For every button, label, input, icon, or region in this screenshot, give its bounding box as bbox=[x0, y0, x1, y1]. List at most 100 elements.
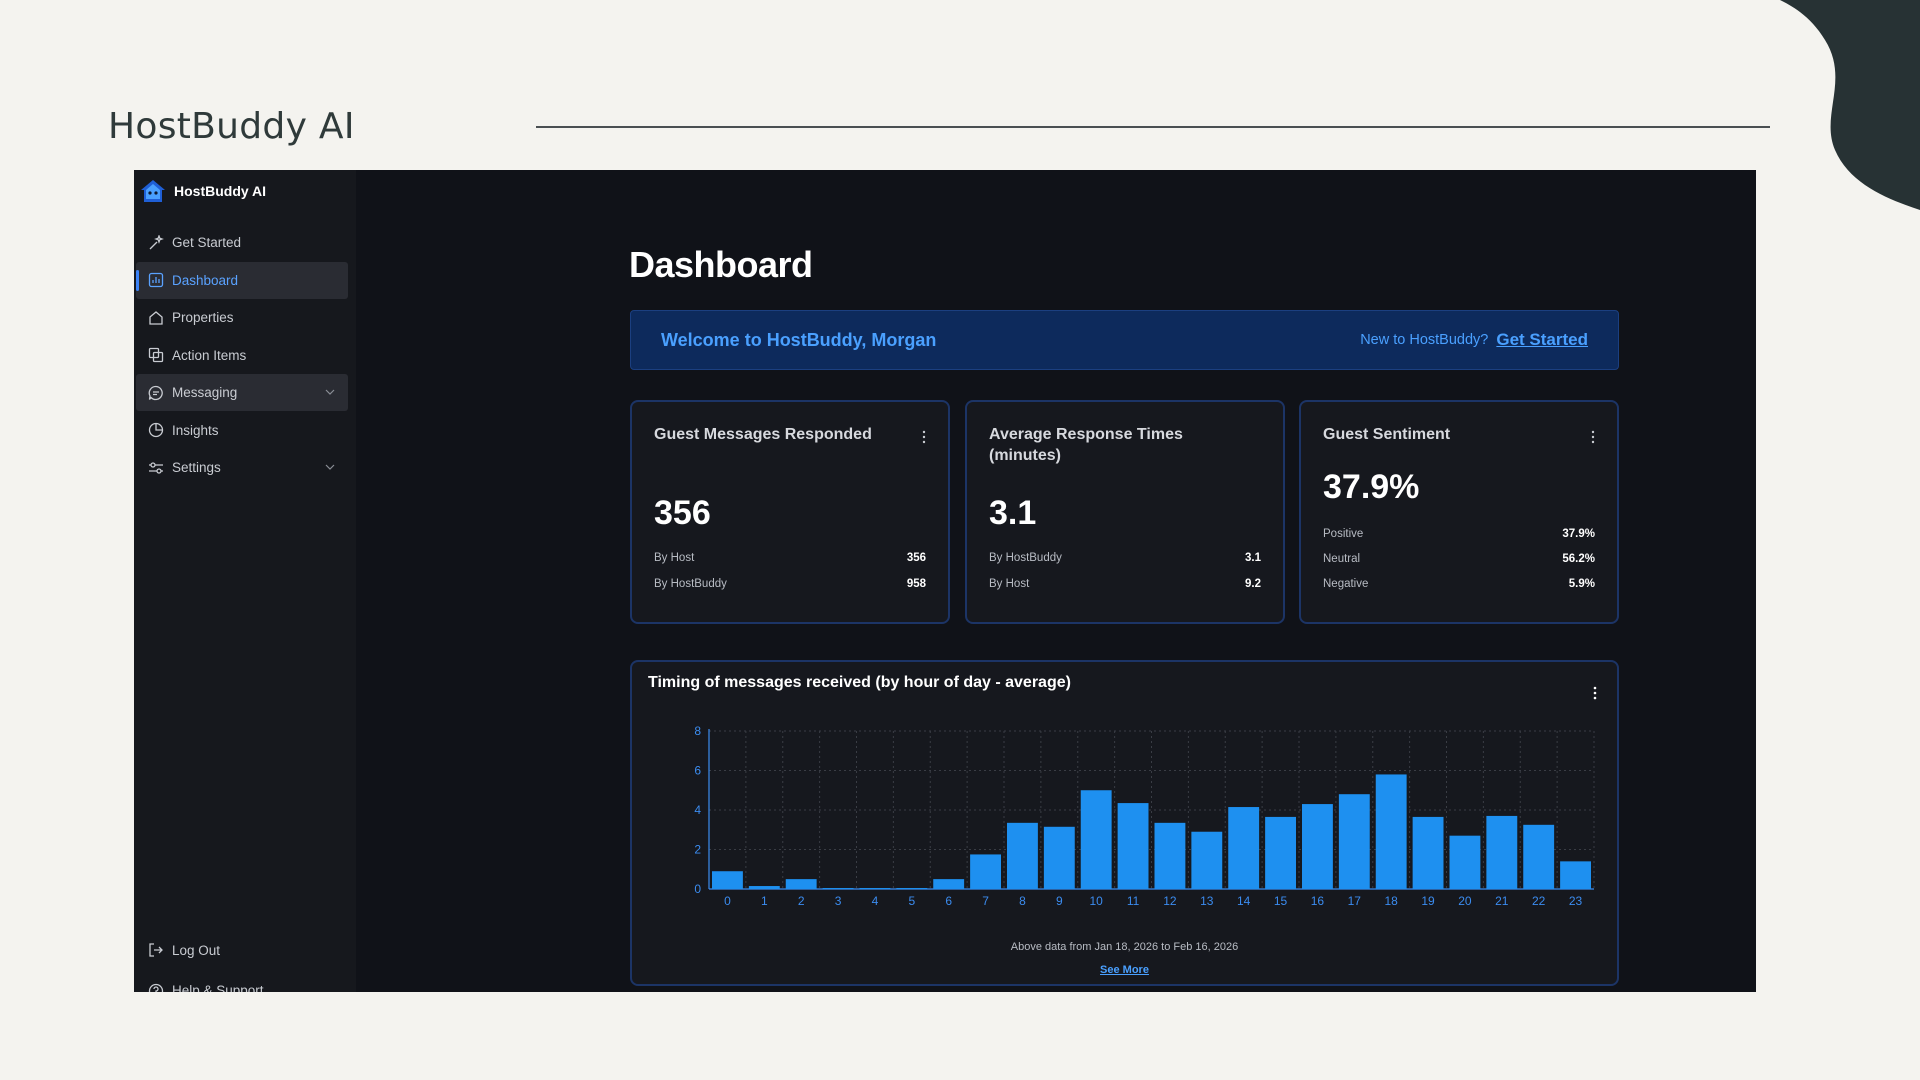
sidebar-item-label: Log Out bbox=[172, 942, 221, 958]
stat-label: Positive bbox=[1323, 528, 1364, 540]
hostbuddy-logo-icon bbox=[141, 180, 165, 202]
guest-sentiment-card: Guest Sentiment 37.9% Positive 37.9% Neu… bbox=[1299, 400, 1619, 624]
stat-row: Neutral 56.2% bbox=[1323, 553, 1595, 565]
stat-row: By Host 9.2 bbox=[989, 578, 1261, 590]
stat-value: 3.1 bbox=[1245, 552, 1261, 564]
stat-row: By HostBuddy 3.1 bbox=[989, 552, 1261, 564]
sidebar-item-label: Messaging bbox=[172, 385, 238, 400]
stat-value: 9.2 bbox=[1245, 578, 1261, 590]
x-tick-label: 0 bbox=[724, 894, 731, 908]
y-tick-label: 2 bbox=[694, 843, 701, 857]
bar bbox=[1338, 794, 1370, 889]
stat-row: By Host 356 bbox=[654, 552, 926, 564]
sidebar-item-settings[interactable]: Settings bbox=[136, 449, 348, 486]
sidebar-item-action-items[interactable]: Action Items bbox=[136, 337, 348, 374]
y-tick-label: 6 bbox=[694, 764, 701, 778]
guest-messages-card: Guest Messages Responded 356 By Host 356… bbox=[630, 400, 950, 624]
welcome-question: New to HostBuddy? bbox=[1360, 332, 1489, 348]
sidebar-nav: Get Started Dashboard Properties Action … bbox=[136, 224, 348, 487]
slide-divider bbox=[536, 126, 1770, 128]
bar bbox=[822, 888, 854, 889]
bar bbox=[970, 854, 1001, 889]
brand-name: HostBuddy AI bbox=[174, 183, 267, 199]
stat-value: 5.9% bbox=[1568, 578, 1595, 590]
message-icon bbox=[148, 385, 164, 401]
y-tick-label: 8 bbox=[694, 724, 701, 738]
bar bbox=[712, 871, 743, 889]
sidebar-item-label: Action Items bbox=[172, 347, 247, 363]
x-tick-label: 11 bbox=[1127, 894, 1140, 908]
welcome-text: Welcome to HostBuddy, Morgan bbox=[661, 329, 937, 350]
x-tick-label: 20 bbox=[1458, 894, 1472, 908]
logout-icon bbox=[148, 942, 164, 958]
home-icon bbox=[148, 310, 164, 326]
stat-row: Positive 37.9% bbox=[1323, 528, 1595, 540]
chevron-down-icon[interactable] bbox=[324, 386, 336, 398]
y-tick-label: 0 bbox=[694, 882, 701, 896]
response-times-card: Average Response Times (minutes) 3.1 By … bbox=[965, 400, 1285, 624]
brand[interactable]: HostBuddy AI bbox=[140, 178, 266, 204]
stat-value: 958 bbox=[906, 578, 926, 590]
dashboard-icon bbox=[148, 272, 164, 288]
x-tick-label: 12 bbox=[1163, 894, 1177, 908]
x-tick-label: 7 bbox=[982, 894, 989, 908]
stat-label: By Host bbox=[654, 552, 695, 564]
x-tick-label: 13 bbox=[1200, 894, 1214, 908]
sidebar-item-get-started[interactable]: Get Started bbox=[136, 224, 348, 261]
bar bbox=[1523, 824, 1555, 889]
bar bbox=[1043, 826, 1075, 889]
sidebar-item-dashboard[interactable]: Dashboard bbox=[136, 261, 348, 299]
sidebar-item-label: Get Started bbox=[172, 235, 242, 250]
bar bbox=[1375, 774, 1407, 889]
stat-label: Negative bbox=[1323, 578, 1369, 590]
sidebar: HostBuddy AI Get Started Dashboard Prope… bbox=[134, 170, 356, 992]
bar bbox=[1080, 790, 1112, 889]
sidebar-item-help-support[interactable]: Help & Support bbox=[136, 971, 348, 992]
more-menu-icon[interactable] bbox=[1591, 430, 1595, 444]
x-tick-label: 19 bbox=[1421, 894, 1435, 908]
decorative-corner-shape bbox=[1780, 0, 1920, 210]
card-title: Guest Messages Responded bbox=[654, 426, 872, 443]
x-tick-label: 22 bbox=[1532, 894, 1546, 908]
action-items-icon bbox=[148, 347, 164, 363]
x-tick-label: 9 bbox=[1056, 894, 1063, 908]
more-menu-icon[interactable] bbox=[922, 430, 926, 444]
x-tick-label: 2 bbox=[798, 894, 805, 908]
chart-date-range: Above data from Jan 18, 2026 to Feb 16, … bbox=[1010, 941, 1239, 953]
app-window: HostBuddy AI Get Started Dashboard Prope… bbox=[134, 170, 1756, 992]
slide-title: HostBuddy AI bbox=[108, 106, 355, 147]
x-tick-label: 14 bbox=[1237, 894, 1251, 908]
sidebar-item-label: Insights bbox=[172, 422, 219, 438]
sidebar-item-label: Settings bbox=[172, 460, 221, 475]
x-tick-label: 15 bbox=[1274, 894, 1288, 908]
welcome-banner: Welcome to HostBuddy, Morgan New to Host… bbox=[630, 310, 1619, 370]
more-menu-icon[interactable] bbox=[1593, 686, 1597, 700]
sidebar-item-insights[interactable]: Insights bbox=[136, 412, 348, 449]
card-title: Average Response Times (minutes) bbox=[989, 426, 1183, 464]
bar bbox=[1154, 822, 1186, 889]
stat-value: 56.2% bbox=[1562, 553, 1595, 565]
x-tick-label: 8 bbox=[1019, 894, 1026, 908]
sidebar-item-label: Dashboard bbox=[172, 272, 239, 288]
sidebar-item-label: Properties bbox=[172, 310, 234, 325]
bar bbox=[1191, 831, 1223, 889]
stat-label: By Host bbox=[989, 578, 1030, 590]
bar bbox=[1228, 807, 1260, 889]
sidebar-item-messaging[interactable]: Messaging bbox=[136, 374, 348, 411]
sparkle-icon bbox=[148, 234, 164, 251]
stat-row: By HostBuddy 958 bbox=[654, 578, 926, 590]
sidebar-item-log-out[interactable]: Log Out bbox=[136, 930, 348, 970]
sidebar-item-properties[interactable]: Properties bbox=[136, 299, 348, 336]
bar bbox=[1302, 804, 1333, 889]
card-title: Guest Sentiment bbox=[1323, 426, 1451, 443]
x-tick-label: 16 bbox=[1311, 894, 1325, 908]
chevron-down-icon[interactable] bbox=[324, 461, 336, 473]
x-tick-label: 1 bbox=[761, 894, 768, 908]
see-more-link[interactable]: See More bbox=[1100, 964, 1149, 976]
bar bbox=[785, 879, 817, 889]
stat-row: Negative 5.9% bbox=[1323, 578, 1595, 590]
bar bbox=[1412, 816, 1444, 889]
card-value: 3.1 bbox=[989, 494, 1037, 532]
get-started-link[interactable]: Get Started bbox=[1496, 330, 1588, 349]
bar bbox=[1265, 816, 1296, 889]
